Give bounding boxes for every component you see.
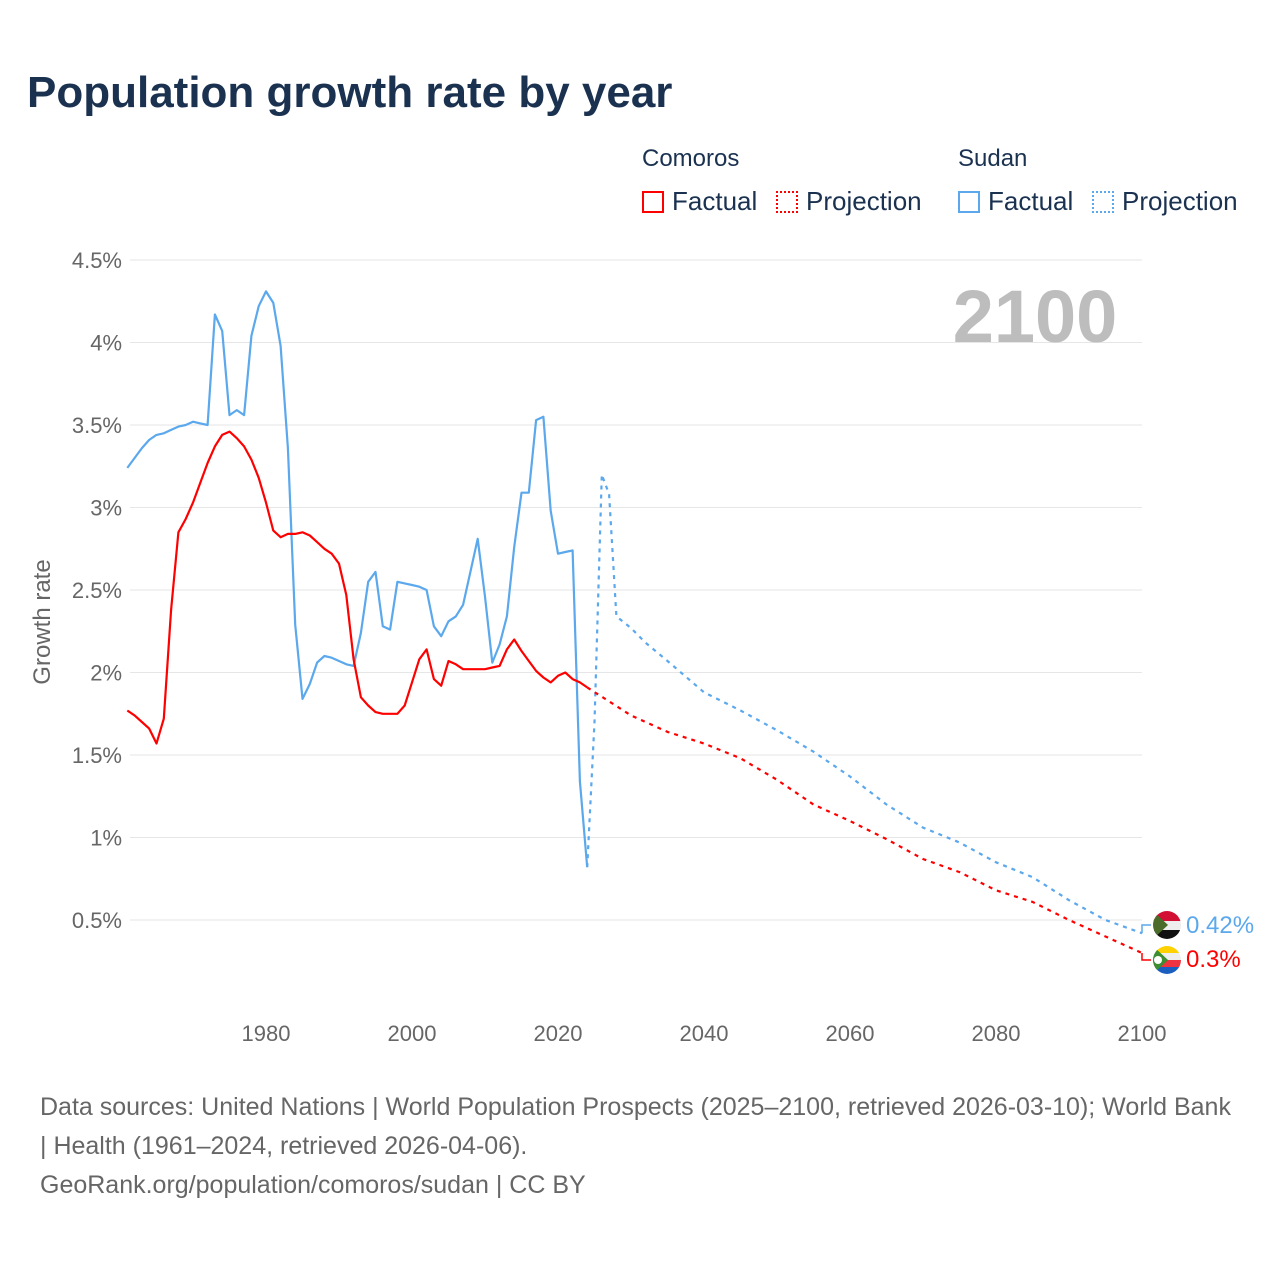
x-tick-label: 2000 xyxy=(388,1021,437,1046)
y-tick-label: 0.5% xyxy=(72,908,122,933)
page-title: Population growth rate by year xyxy=(27,68,673,117)
x-tick-label: 2020 xyxy=(534,1021,583,1046)
x-tick-label: 2060 xyxy=(826,1021,875,1046)
legend-label: Projection xyxy=(1122,186,1238,216)
legend-label: Factual xyxy=(988,186,1074,216)
legend-swatch xyxy=(776,190,798,213)
year-watermark: 2100 xyxy=(953,275,1118,358)
comoros-projection-line xyxy=(586,686,1143,955)
legend-label: Projection xyxy=(806,186,922,216)
y-axis-label: Growth rate xyxy=(29,559,56,684)
attribution-link[interactable]: GeoRank.org/population/comoros/sudan | C… xyxy=(40,1171,586,1199)
legend-comoros-factual[interactable]: Factual xyxy=(642,186,757,217)
y-tick-label: 1.5% xyxy=(72,743,122,768)
y-tick-label: 3.5% xyxy=(72,413,122,438)
sudan-projection-line xyxy=(586,473,1143,935)
legend-label: Factual xyxy=(672,186,758,216)
y-tick-label: 1% xyxy=(90,826,122,851)
y-tick-label: 4% xyxy=(90,331,122,356)
x-tick-label: 2040 xyxy=(680,1021,729,1046)
legend-group-sudan: Sudan xyxy=(958,145,1028,172)
x-tick-label: 1980 xyxy=(242,1021,291,1046)
legend-sudan-projection[interactable]: Projection xyxy=(1092,186,1238,217)
legend-sudan-factual[interactable]: Factual xyxy=(958,186,1073,217)
y-tick-label: 3% xyxy=(90,496,122,521)
legend-swatch xyxy=(958,190,980,213)
comoros-flag-icon xyxy=(1153,946,1181,974)
sudan-end-label: 0.42% xyxy=(1186,912,1254,939)
source-note: Data sources: United Nations | World Pop… xyxy=(40,1088,1240,1205)
comoros-end-label: 0.3% xyxy=(1186,946,1241,973)
legend-comoros-projection[interactable]: Projection xyxy=(776,186,922,217)
y-tick-label: 2% xyxy=(90,661,122,686)
sudan-factual-line xyxy=(126,290,589,868)
x-tick-label: 2100 xyxy=(1118,1021,1167,1046)
y-tick-label: 4.5% xyxy=(72,248,122,273)
x-tick-label: 2080 xyxy=(972,1021,1021,1046)
legend-swatch xyxy=(642,190,664,213)
sudan-leader-line xyxy=(1141,924,1151,934)
y-tick-label: 2.5% xyxy=(72,578,122,603)
sudan-flag-icon xyxy=(1153,911,1181,939)
sources-text: Data sources: United Nations | World Pop… xyxy=(40,1093,1231,1160)
comoros-factual-line xyxy=(126,430,588,745)
comoros-leader-line xyxy=(1141,953,1151,961)
legend-swatch xyxy=(1092,190,1114,213)
legend-group-comoros: Comoros xyxy=(642,145,740,172)
